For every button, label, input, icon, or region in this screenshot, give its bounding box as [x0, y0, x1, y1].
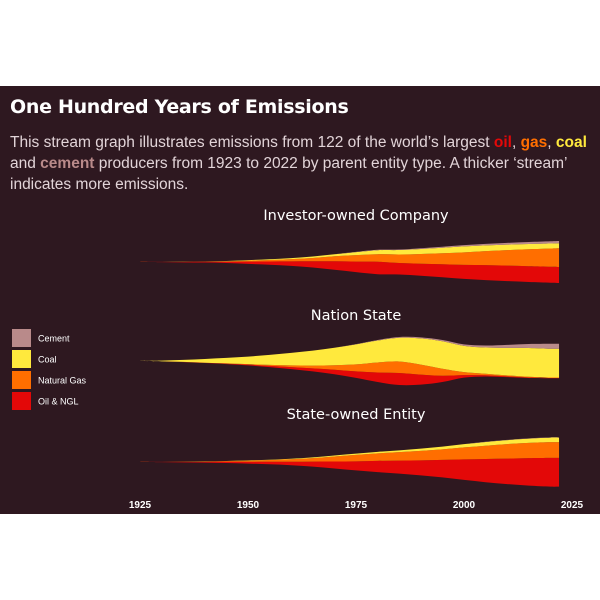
panel-title-state-owned-entity: State-owned Entity: [287, 407, 426, 423]
chart-title: One Hundred Years of Emissions: [10, 96, 349, 118]
legend: Cement Coal Natural Gas Oil & NGL: [12, 329, 87, 410]
legend-label-coal: Coal: [38, 355, 57, 365]
stream-investor-owned-company-cement: [140, 241, 560, 262]
stream-panel-nation-state: [140, 336, 560, 386]
stream-investor-owned-company-oil-ngl: [140, 261, 560, 283]
legend-swatch-coal: [12, 350, 31, 368]
stream-investor-owned-company-natural-gas: [140, 248, 560, 267]
x-tick-label-1925: 1925: [129, 500, 152, 511]
chart-panel: One Hundred Years of Emissions This stre…: [0, 86, 600, 514]
stream-state-owned-entity-coal: [140, 437, 560, 462]
legend-label-cement: Cement: [38, 334, 70, 344]
x-tick-label-2025: 2025: [561, 500, 584, 511]
subtitle-text-2: and: [10, 155, 41, 172]
panel-title-investor-owned-company: Investor-owned Company: [263, 208, 449, 224]
subtitle-text-3: producers from 1923 to 2022 by parent en…: [10, 155, 567, 193]
x-tick-label-1950: 1950: [237, 500, 260, 511]
panel-title-nation-state: Nation State: [311, 308, 402, 324]
subtitle-keyword-oil: oil: [493, 134, 512, 151]
stream-panel-investor-owned-company: [140, 241, 560, 283]
stream-investor-owned-company-coal: [140, 243, 560, 262]
stream-nation-state-coal: [140, 337, 560, 378]
stream-nation-state-cement: [140, 336, 560, 361]
x-tick-label-1975: 1975: [345, 500, 368, 511]
stream-nation-state-oil-ngl: [140, 361, 560, 386]
stream-nation-state-natural-gas: [140, 361, 560, 379]
subtitle-separator: ,: [511, 134, 521, 151]
subtitle-separator-2: ,: [547, 134, 556, 151]
stream-panel-state-owned-entity: [140, 437, 560, 487]
subtitle-keyword-gas: gas: [520, 134, 548, 151]
legend-swatch-cement: [12, 329, 31, 347]
legend-label-natural-gas: Natural Gas: [38, 376, 87, 386]
x-tick-label-2000: 2000: [453, 500, 476, 511]
subtitle-text-1: This stream graph illustrates emissions …: [10, 134, 494, 151]
legend-label-oil-ngl: Oil & NGL: [38, 397, 79, 407]
subtitle-keyword-coal: coal: [555, 134, 587, 151]
subtitle-keyword-cement: cement: [40, 155, 95, 172]
stream-state-owned-entity-natural-gas: [140, 442, 560, 462]
chart-subtitle: This stream graph illustrates emissions …: [10, 132, 595, 195]
legend-swatch-oil-ngl: [12, 392, 31, 410]
legend-swatch-natural-gas: [12, 371, 31, 389]
stream-state-owned-entity-oil-ngl: [140, 457, 560, 487]
streamgraph-svg: Investor-owned Company Nation State State-…: [12, 208, 584, 511]
